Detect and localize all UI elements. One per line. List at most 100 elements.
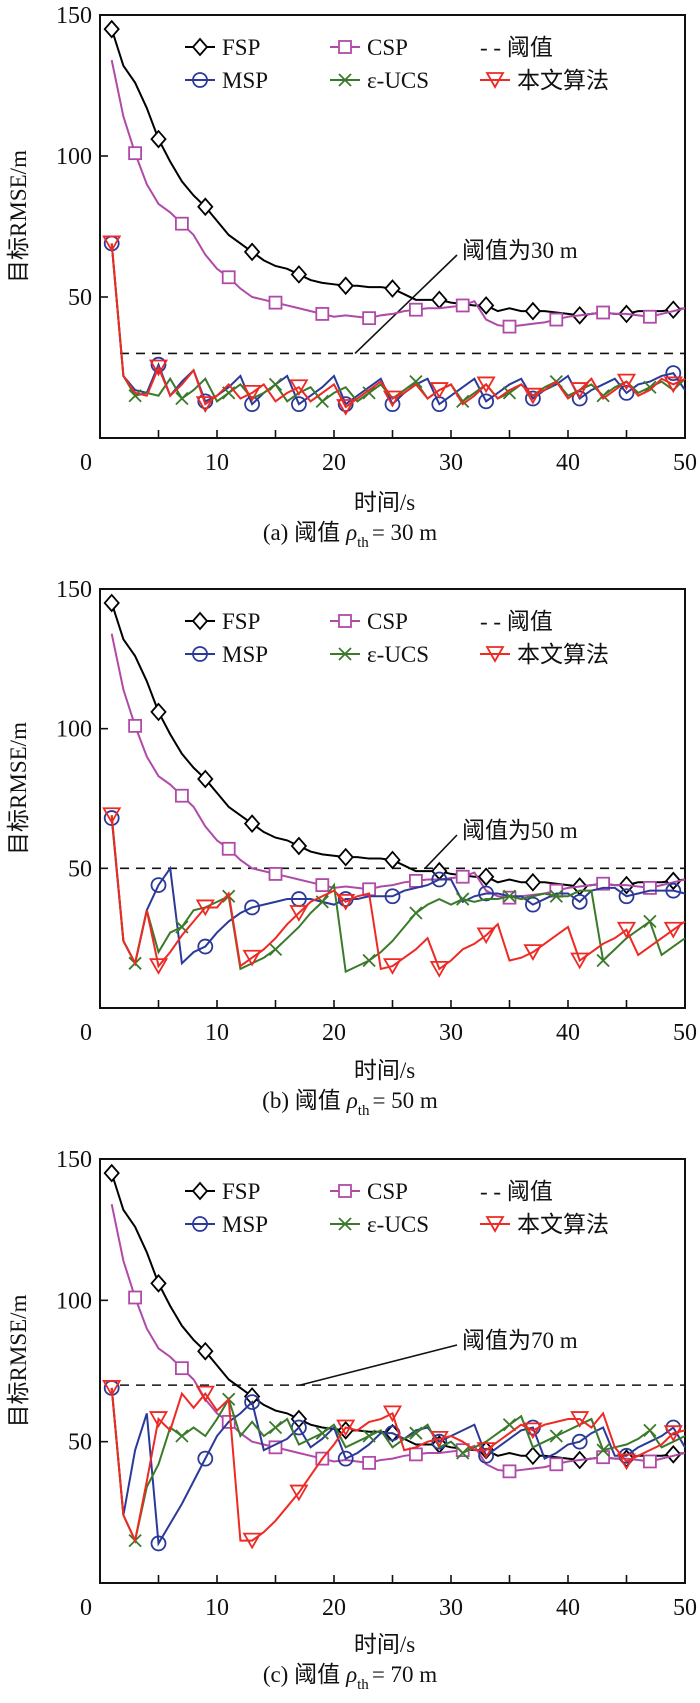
legend-item: - - 阈值: [480, 609, 553, 634]
series-FSP: [103, 593, 686, 896]
data-point: [663, 376, 683, 394]
data-point: [336, 1419, 356, 1437]
legend-item: CSP: [330, 609, 408, 634]
data-point: [362, 311, 377, 326]
data-point: [221, 270, 236, 285]
panel-b: 0 10 20 30 40 50 50 100 150 时间/s 目标RMSE/m 阈值为50 m FS…: [6, 577, 697, 1119]
data-point: [315, 878, 330, 892]
data-point: [525, 390, 541, 407]
x-axis-title: 时间/s: [354, 490, 415, 515]
data-point: [429, 960, 449, 978]
legend-item: - - 阈值: [480, 1179, 553, 1204]
legend-marker: [191, 611, 209, 631]
x-tick-label: 40: [556, 1595, 580, 1621]
series-MSP: [103, 810, 686, 967]
legend-item: 本文算法: [480, 68, 609, 93]
data-point: [408, 1447, 423, 1462]
data-point: [618, 888, 635, 905]
y-axis-title: 目标RMSE/m: [6, 1294, 31, 1427]
series-line: [110, 633, 686, 899]
data-point: [429, 1430, 449, 1448]
data-point: [289, 1484, 309, 1502]
data-point: [616, 921, 637, 939]
data-point: [549, 1457, 564, 1472]
data-point: [431, 861, 448, 881]
data-point: [523, 944, 543, 961]
data-point: [197, 769, 214, 789]
y-tick-label: 150: [56, 3, 92, 29]
data-point: [362, 1429, 376, 1443]
data-point: [197, 1450, 214, 1467]
caption-suffix: = 50 m: [372, 1088, 437, 1113]
data-point: [150, 356, 167, 373]
data-point: [150, 129, 167, 149]
data-point: [195, 396, 215, 413]
data-point: [243, 814, 261, 834]
data-point: [102, 235, 122, 253]
legend-marker: [338, 614, 352, 628]
legend-label: 本文算法: [517, 1212, 609, 1237]
data-point: [409, 1426, 423, 1440]
data-point: [596, 1450, 610, 1465]
legend-label: 本文算法: [517, 68, 609, 93]
legend-marker: [338, 1217, 352, 1231]
legend-marker: [485, 72, 505, 89]
y-tick-label: 150: [56, 1147, 92, 1173]
caption-sub: th: [358, 1103, 370, 1119]
legend-marker: [485, 1216, 505, 1233]
data-point: [242, 1532, 262, 1550]
data-point: [665, 300, 682, 320]
series-CSP: [110, 59, 686, 334]
data-point: [570, 952, 590, 970]
data-point: [174, 216, 189, 231]
caption-suffix: = 70 m: [372, 1662, 437, 1687]
data-point: [570, 382, 590, 399]
y-tick-label: 150: [56, 577, 92, 603]
annotation-label: 阈值为30 m: [462, 238, 578, 263]
legend-label: - - 阈值: [480, 35, 553, 60]
data-point: [337, 1450, 354, 1467]
data-point: [643, 1454, 657, 1469]
legend-marker: [338, 73, 352, 87]
data-point: [128, 718, 143, 733]
data-point: [502, 1418, 517, 1432]
x-tick-label: 40: [556, 1020, 580, 1046]
data-point: [616, 1453, 637, 1471]
caption-symbol: ρ: [345, 520, 357, 545]
y-tick-label: 100: [56, 144, 92, 170]
data-point: [362, 386, 376, 400]
data-point: [315, 1426, 329, 1440]
data-point: [596, 1443, 610, 1457]
data-point: [570, 1411, 590, 1428]
x-tick-label: 0: [80, 450, 92, 476]
legend-label: 本文算法: [517, 642, 609, 667]
legend-item: MSP: [185, 1212, 268, 1237]
data-point: [197, 197, 214, 217]
data-point: [103, 19, 120, 39]
data-point: [362, 1455, 377, 1470]
data-point: [571, 1433, 588, 1450]
legend-label: ε-UCS: [367, 642, 429, 667]
data-point: [409, 374, 423, 389]
legend-label: MSP: [222, 1212, 268, 1237]
data-point: [455, 298, 470, 313]
data-point: [384, 850, 401, 870]
data-point: [596, 305, 610, 320]
legend: FSP CSP - - 阈值 MSP ε-UCS 本文算法: [185, 35, 609, 93]
x-tick-label: 20: [322, 1595, 346, 1621]
x-tick-label: 40: [556, 450, 580, 476]
legend-label: MSP: [222, 642, 268, 667]
legend-item: - - 阈值: [480, 35, 553, 60]
x-tick-label: 50: [673, 450, 697, 476]
caption-prefix: (a) 阈值: [263, 520, 340, 545]
y-axis-title: 目标RMSE/m: [6, 150, 31, 283]
data-point: [290, 836, 308, 856]
legend-item: CSP: [330, 1179, 408, 1204]
data-point: [195, 899, 215, 917]
legend-label: ε-UCS: [367, 1212, 429, 1237]
data-point: [197, 938, 214, 955]
legend-label: CSP: [367, 35, 408, 60]
data-point: [336, 399, 356, 416]
data-point: [665, 882, 682, 899]
data-point: [431, 871, 448, 888]
